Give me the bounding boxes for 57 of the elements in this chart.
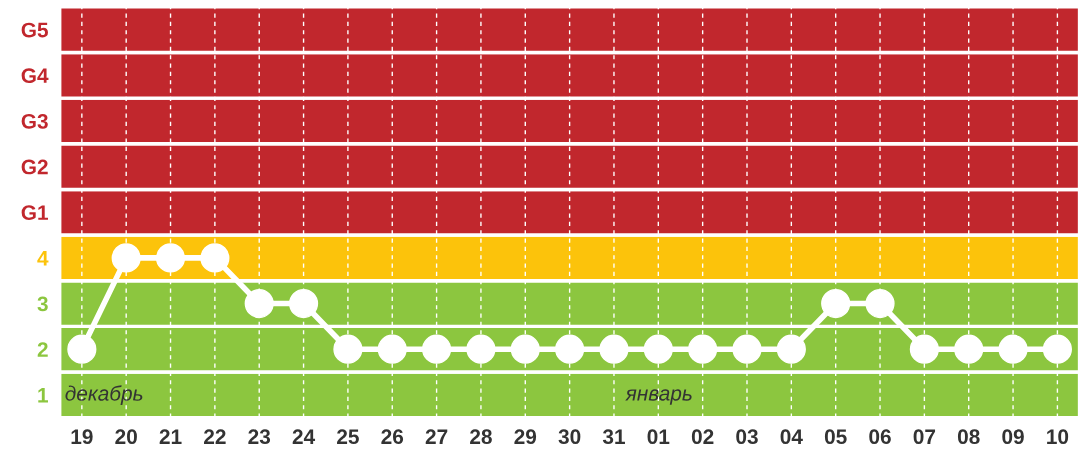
point: [288, 288, 319, 319]
point: [688, 334, 718, 364]
y-tick-label: G3: [21, 113, 48, 129]
x-tick-label: 22: [204, 429, 226, 444]
annotation: январь: [625, 389, 692, 405]
point: [821, 288, 851, 319]
x-tick-label: 09: [1002, 429, 1024, 445]
x-tick-label: 19: [71, 429, 93, 445]
y-tick-label: G4: [21, 68, 49, 84]
point: [155, 243, 186, 273]
y-tick-label: 4: [37, 251, 49, 266]
x-tick-label: 27: [425, 429, 448, 444]
x-tick-label: 04: [780, 429, 803, 445]
point: [111, 243, 141, 273]
x-tick-label: 10: [1047, 429, 1069, 445]
point: [732, 334, 762, 364]
x-tick-label: 25: [337, 429, 359, 445]
x-tick-label: 31: [602, 429, 625, 445]
y-tick-label: G1: [21, 205, 48, 220]
point: [200, 243, 230, 273]
point: [865, 288, 895, 319]
x-tick-label: 02: [691, 429, 714, 445]
x-tick-label: 29: [514, 429, 537, 445]
x-tick-label: 01: [647, 429, 670, 445]
x-tick-label: 28: [470, 429, 492, 445]
y-tick-label: G5: [21, 22, 48, 38]
point: [244, 288, 274, 319]
point: [333, 334, 363, 364]
x-tick-label: 20: [115, 429, 137, 445]
point: [555, 334, 585, 364]
point: [954, 334, 984, 364]
point: [377, 334, 407, 364]
point: [776, 334, 806, 364]
x-tick-label: 26: [381, 429, 404, 445]
point: [998, 334, 1028, 364]
point: [67, 334, 97, 364]
x-tick-label: 08: [957, 429, 980, 445]
y-tick-label: 3: [37, 296, 48, 312]
x-tick-label: 06: [869, 429, 891, 445]
x-tick-label: 05: [824, 429, 847, 445]
point: [422, 334, 452, 364]
point: [1042, 334, 1072, 364]
point: [909, 334, 939, 364]
x-tick-label: 03: [736, 429, 758, 445]
x-tick-label: 23: [248, 429, 271, 445]
x-tick-label: 24: [292, 429, 316, 444]
point: [510, 334, 540, 364]
y-tick-label: 1: [38, 388, 48, 403]
x-tick-label: 30: [558, 429, 581, 445]
x-tick-label: 07: [913, 429, 936, 445]
x-tick-label: 21: [159, 429, 182, 444]
point: [643, 334, 673, 364]
annotation: декабрь: [65, 385, 143, 405]
y-tick-label: G2: [21, 159, 48, 175]
point: [599, 334, 629, 364]
point: [466, 334, 496, 364]
y-tick-label: 2: [37, 342, 48, 357]
